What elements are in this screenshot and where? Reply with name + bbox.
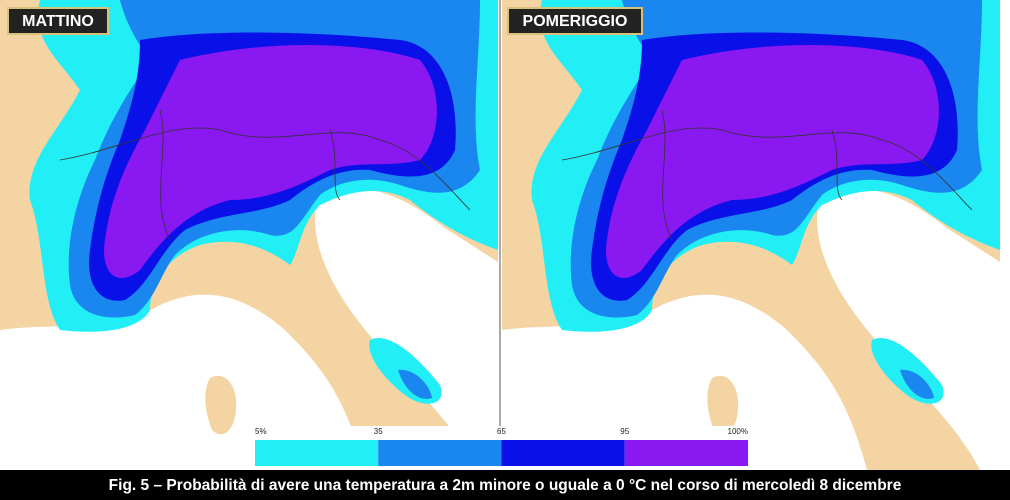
legend-tick-label: 100%	[728, 427, 748, 436]
legend: 5% 35 65 95 100%	[255, 427, 748, 466]
legend-swatch	[378, 440, 502, 466]
legend-tick-label: 95	[620, 427, 629, 436]
legend-swatch	[501, 440, 625, 466]
panel-label: MATTINO	[22, 13, 94, 30]
legend-tick-label: 35	[374, 427, 383, 436]
legend-swatch	[624, 440, 748, 466]
map-panel: POMERIGGIO	[501, 0, 1001, 471]
map-panel: MATTINO	[0, 0, 499, 471]
legend-tick-label: 5%	[255, 427, 267, 436]
panel-label: POMERIGGIO	[523, 13, 628, 30]
caption: Fig. 5 – Probabilità di avere una temper…	[109, 477, 902, 494]
legend-tick-label: 65	[497, 427, 506, 436]
legend-swatch	[255, 440, 379, 466]
